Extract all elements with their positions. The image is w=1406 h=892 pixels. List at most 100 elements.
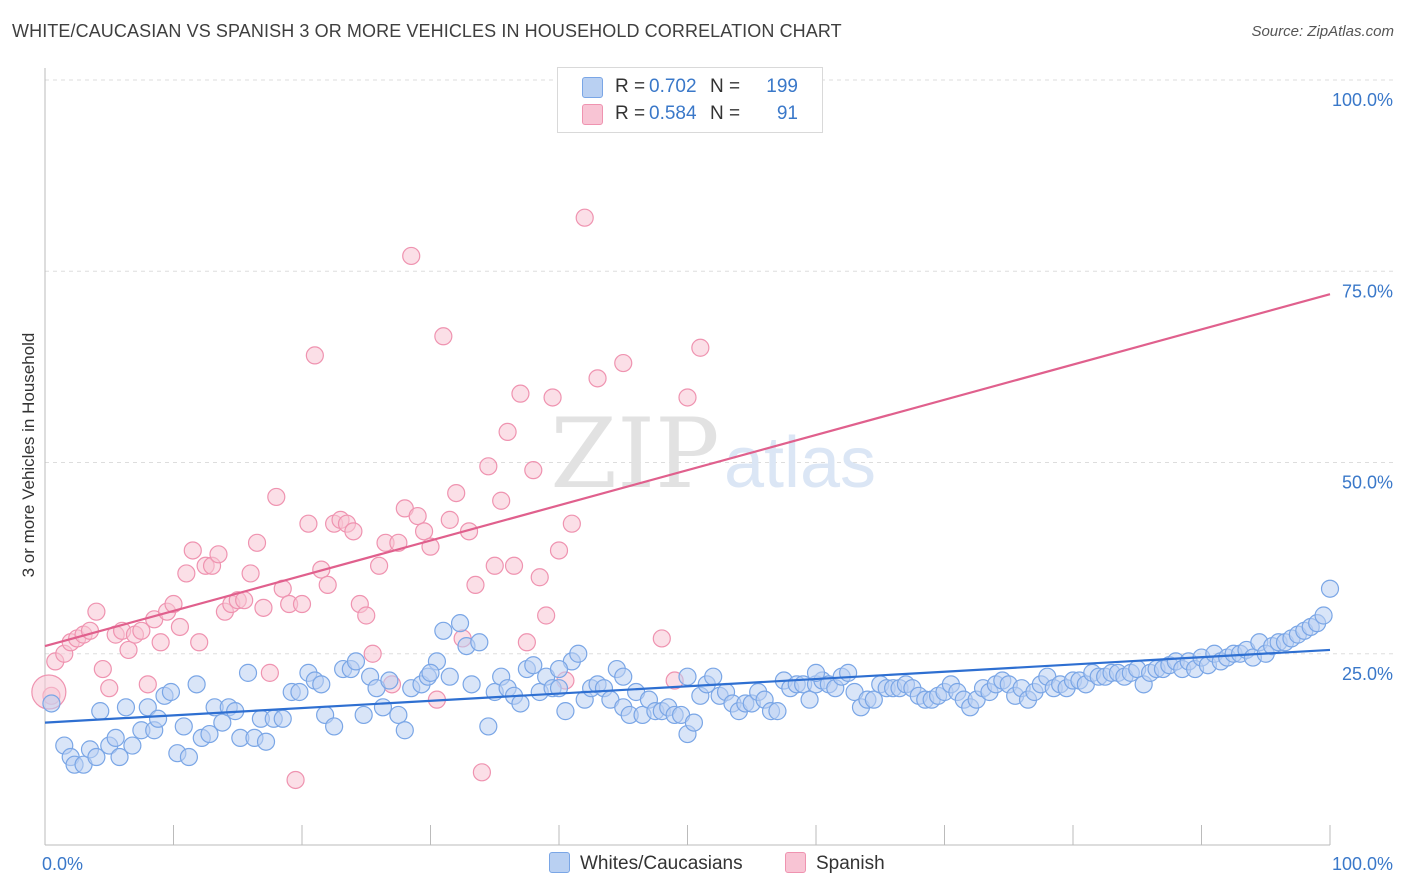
whites-point — [148, 709, 168, 728]
spanish-point — [575, 208, 594, 227]
whites-point — [213, 713, 232, 732]
x-tick-label: 100.0% — [1332, 854, 1393, 874]
whites-point — [434, 621, 453, 640]
x-tick-label: 0.0% — [42, 854, 83, 874]
spanish-point — [408, 506, 427, 526]
spanish-point — [537, 606, 556, 625]
spanish-point — [549, 541, 569, 560]
legend-row-spanish: R = 0.584 N = 91 — [558, 101, 822, 129]
legend-n-label: N = — [710, 76, 741, 97]
spanish-point — [267, 487, 286, 507]
whites-point — [106, 728, 125, 748]
spanish-point — [119, 640, 138, 660]
whites-points — [42, 579, 1340, 774]
spanish-point — [292, 594, 312, 614]
tick-labels: 25.0% 50.0% 75.0% 100.0% 0.0% 100.0% — [42, 90, 1393, 874]
spanish-point — [151, 633, 170, 652]
whites-point — [800, 690, 819, 709]
spanish-point — [678, 388, 697, 407]
legend-swatch-blue — [582, 77, 603, 98]
whites-point — [450, 614, 470, 633]
legend-n-value: 199 — [766, 76, 798, 97]
spanish-point — [183, 541, 202, 560]
spanish-point — [440, 510, 459, 529]
spanish-point — [414, 522, 434, 541]
whites-point — [440, 667, 459, 686]
whites-point — [110, 747, 129, 767]
y-tick-label: 100.0% — [1332, 90, 1393, 110]
whites-point — [556, 702, 575, 721]
whites-point — [200, 724, 219, 744]
bottom-legend-spanish: Spanish — [785, 852, 885, 875]
whites-point — [116, 698, 136, 717]
y-tick-label: 25.0% — [1342, 664, 1393, 684]
spanish-point — [344, 522, 363, 541]
spanish-point — [492, 491, 511, 510]
whites-point — [768, 702, 787, 721]
whites-point — [179, 747, 199, 767]
whites-point — [187, 675, 206, 694]
whites-point — [91, 702, 110, 721]
whites-trend-line — [44, 648, 1331, 724]
spanish-point — [209, 545, 228, 564]
legend-row-whites: R = 0.702 N = 199 — [558, 74, 822, 102]
y-axis-label: 3 or more Vehicles in Household — [19, 333, 38, 578]
spanish-point — [170, 617, 190, 637]
whites-point — [389, 705, 408, 725]
whites-point — [42, 694, 61, 713]
whites-point — [161, 682, 181, 702]
whites-point — [684, 713, 704, 732]
spanish-point — [652, 629, 671, 648]
spanish-point — [80, 621, 100, 640]
spanish-point — [517, 633, 536, 652]
whites-point — [524, 656, 543, 675]
whites-point — [678, 667, 697, 686]
spanish-point — [402, 246, 421, 266]
whites-point — [511, 694, 530, 713]
whites-point — [380, 671, 399, 690]
spanish-point — [254, 598, 273, 617]
spanish-point — [511, 384, 530, 403]
whites-point — [1314, 606, 1333, 625]
spanish-point — [691, 338, 710, 357]
whites-point — [462, 675, 481, 694]
whites-point — [864, 690, 883, 709]
spanish-point — [190, 633, 209, 652]
spanish-point — [370, 556, 389, 575]
spanish-point — [260, 663, 279, 682]
bottom-legend-label: Spanish — [816, 853, 885, 874]
whites-point — [87, 747, 106, 767]
spanish-point — [530, 568, 549, 587]
watermark-atlas: atlas — [724, 423, 876, 503]
whites-point — [346, 652, 366, 671]
spanish-point — [100, 679, 119, 698]
spanish-point — [485, 556, 504, 575]
bottom-legend-whites: Whites/Caucasians — [549, 852, 743, 875]
spanish-point — [286, 770, 305, 790]
whites-point — [839, 663, 858, 682]
spanish-point — [434, 327, 453, 346]
whites-point — [1320, 579, 1340, 598]
chart-title: WHITE/CAUCASIAN VS SPANISH 3 OR MORE VEH… — [12, 21, 842, 41]
spanish-point — [318, 575, 337, 595]
whites-point — [395, 721, 414, 740]
spanish-point — [614, 353, 633, 373]
whites-point — [470, 633, 489, 652]
whites-point — [569, 644, 588, 663]
whites-point — [373, 698, 393, 717]
spanish-point — [466, 575, 485, 595]
whites-point — [421, 663, 440, 682]
whites-point — [479, 717, 498, 736]
spanish-point — [498, 422, 517, 441]
axes — [44, 68, 1331, 846]
bottom-legend-swatch-pink — [785, 852, 806, 873]
spanish-point — [472, 763, 491, 782]
spanish-point — [363, 644, 382, 663]
whites-point — [325, 717, 344, 736]
spanish-point — [588, 369, 607, 388]
legend-swatch-pink — [582, 104, 603, 125]
spanish-point — [138, 675, 157, 694]
whites-point — [174, 717, 193, 736]
legend: R = 0.702 N = 199 R = 0.584 N = 91 — [557, 67, 823, 133]
whites-point — [806, 663, 826, 682]
